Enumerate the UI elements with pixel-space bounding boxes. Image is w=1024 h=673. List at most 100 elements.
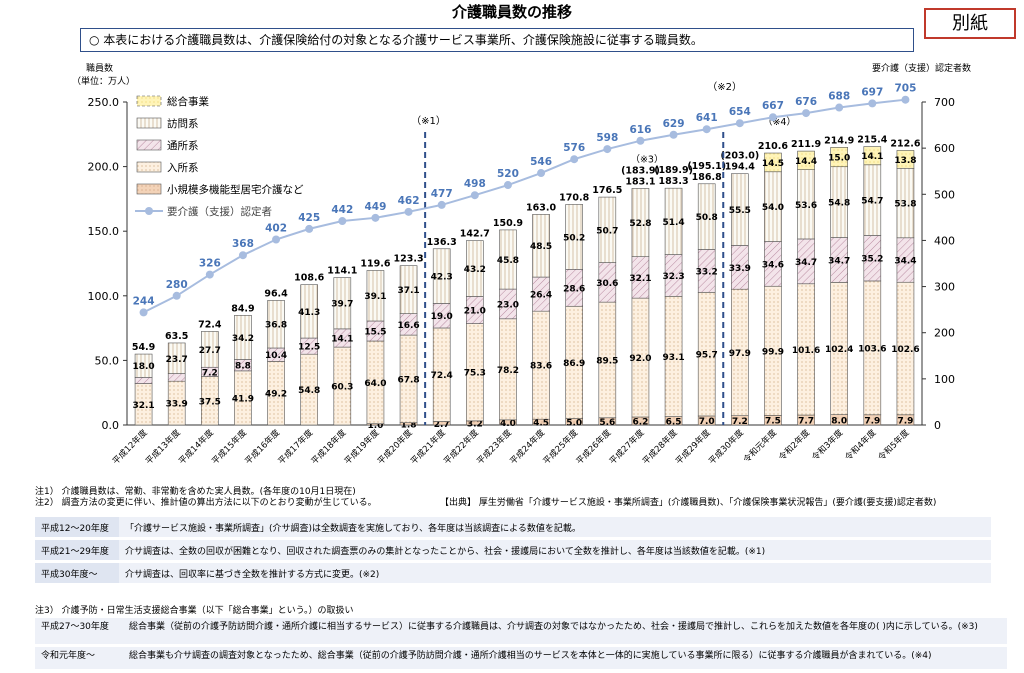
annotation-note3: （※3） bbox=[630, 153, 663, 165]
bar-total-label: 214.9 bbox=[824, 135, 854, 146]
segment-value-label: 102.6 bbox=[891, 345, 919, 355]
bar-segment bbox=[201, 331, 219, 368]
segment-value-label: 14.5 bbox=[762, 159, 784, 169]
bar-segment bbox=[300, 284, 318, 339]
description-cell: 総合事業も介サ調査の調査対象となったため、総合事業（従前の介護予防訪問介護・通所… bbox=[129, 651, 932, 661]
legend-swatch bbox=[136, 161, 162, 173]
bar-total-label: 170.8 bbox=[559, 192, 589, 203]
bar-total-label: 123.3 bbox=[394, 254, 424, 265]
x-tick-label: 平成30年度 bbox=[706, 427, 746, 467]
y-axis-unit: （単位：万人） bbox=[72, 75, 135, 87]
bar-segment bbox=[863, 146, 882, 166]
footnote-1: 注1） 介護職員数は、常勤、非常勤を含めた実人員数。(各年度の10月1日現在) bbox=[35, 487, 356, 497]
line-point-label: 598 bbox=[596, 132, 618, 144]
bar-total-label: 54.9 bbox=[132, 342, 155, 353]
line-point bbox=[802, 109, 811, 118]
description-cell: 介サ調査は、全数の回収が困難となり、回収された調査票のみの集計となったことから、… bbox=[119, 540, 991, 560]
segment-value-label: 27.7 bbox=[199, 346, 221, 356]
bar-segment bbox=[234, 315, 252, 360]
table-row: 平成12～20年度 「介護サービス施設・事業所調査」(介サ調査)は全数調査を実施… bbox=[35, 517, 991, 537]
segment-value-label: 8.0 bbox=[831, 416, 847, 426]
bar-total-label: 212.6 bbox=[890, 138, 920, 149]
line-point-label: 676 bbox=[795, 96, 817, 108]
line-point bbox=[338, 217, 347, 226]
segment-value-label: 4.5 bbox=[533, 419, 549, 429]
bar-segment bbox=[399, 265, 418, 314]
y2-tick-label: 300 bbox=[934, 281, 955, 294]
legend-label: 総合事業 bbox=[167, 95, 209, 108]
annotation-note2: （※2） bbox=[707, 81, 742, 93]
segment-value-label: 86.9 bbox=[563, 359, 585, 369]
legend-swatch bbox=[136, 95, 162, 107]
note3-title: 注3） 介護予防・日常生活支援総合事業（以下「総合事業」という。）の取扱い bbox=[35, 606, 354, 616]
line-point bbox=[868, 99, 877, 108]
line-point-label: 326 bbox=[199, 258, 221, 270]
line-point bbox=[835, 103, 844, 112]
bar-paren-total-label: (203.0) bbox=[720, 151, 759, 162]
segment-value-label: 6.2 bbox=[632, 417, 648, 427]
segment-value-label: 37.5 bbox=[199, 397, 221, 407]
y-tick-label: 100.0 bbox=[88, 290, 120, 303]
segment-value-label: 89.5 bbox=[596, 356, 618, 366]
line-point-label: 449 bbox=[364, 201, 386, 213]
bar-total-label: 96.4 bbox=[264, 288, 288, 299]
bar-segment bbox=[664, 187, 683, 255]
line-point-label: 705 bbox=[894, 83, 916, 95]
segment-value-label: 32.3 bbox=[662, 272, 684, 282]
segment-value-label: 95.7 bbox=[696, 351, 718, 361]
segment-value-label: 54.8 bbox=[298, 386, 320, 396]
segment-value-label: 4.0 bbox=[500, 419, 516, 429]
bar-total-label: 194.4 bbox=[725, 162, 755, 173]
bar-total-label: 114.1 bbox=[327, 266, 357, 277]
segment-value-label: 7.9 bbox=[864, 416, 880, 426]
segment-value-label: 7.2 bbox=[202, 368, 218, 378]
segment-value-label: 32.1 bbox=[132, 401, 154, 411]
period-cell: 令和元年度～ bbox=[41, 651, 96, 661]
legend-label: 訪問系 bbox=[167, 117, 199, 130]
bar-segment bbox=[167, 373, 186, 382]
segment-value-label: 15.0 bbox=[828, 154, 850, 164]
line-point-label: 244 bbox=[133, 295, 155, 307]
stacked-bar-chart: 0.0 50.0 100.0 150.0 200.0 250.0 0 100 200 300 400… bbox=[72, 62, 971, 467]
segment-value-label: 26.4 bbox=[530, 291, 552, 301]
line-point bbox=[238, 251, 247, 260]
page-title: 介護職員数の推移 bbox=[451, 3, 572, 21]
bar-segment bbox=[366, 270, 385, 322]
segment-value-label: 52.8 bbox=[629, 219, 651, 229]
bar-total-label: 84.9 bbox=[231, 303, 254, 314]
segment-value-label: 42.3 bbox=[431, 273, 453, 283]
segment-value-label: 10.4 bbox=[265, 351, 287, 361]
line-point-label: 498 bbox=[464, 178, 486, 190]
segment-value-label: 30.6 bbox=[596, 279, 618, 289]
line-point-label: 688 bbox=[828, 91, 850, 103]
line-point bbox=[404, 207, 413, 216]
line-series-certified bbox=[143, 98, 906, 314]
segment-value-label: 54.8 bbox=[828, 199, 850, 209]
segment-value-label: 23.7 bbox=[166, 355, 188, 365]
bar-total-label: 119.6 bbox=[360, 258, 390, 269]
segment-value-label: 55.5 bbox=[729, 206, 751, 216]
legend-swatch bbox=[136, 139, 162, 151]
bar-total-label: 176.5 bbox=[592, 185, 622, 196]
bar-total-label: 72.4 bbox=[198, 319, 222, 330]
chart-area: 0.0 50.0 100.0 150.0 200.0 250.0 0 100 200 300 400… bbox=[0, 60, 1024, 484]
bar-segment bbox=[432, 248, 451, 304]
line-point-label: 477 bbox=[431, 188, 453, 200]
legend-label: 小規模多機能型居宅介護など bbox=[167, 183, 304, 196]
bar-total-label: 186.8 bbox=[692, 172, 722, 183]
segment-value-label: 5.0 bbox=[566, 418, 582, 428]
segment-value-label: 35.2 bbox=[861, 255, 883, 265]
line-point bbox=[603, 145, 612, 154]
segment-value-label: 33.9 bbox=[729, 264, 751, 274]
bar-segment bbox=[764, 152, 782, 173]
segment-value-label: 83.6 bbox=[530, 362, 552, 372]
bar-total-label: 210.6 bbox=[758, 141, 788, 152]
x-tick-label: 令和2年度 bbox=[777, 427, 813, 463]
description-cell: 介サ調査は、回収率に基づき全数を推計する方式に変更。(※2) bbox=[119, 563, 991, 583]
description-cell: 「介護サービス施設・事業所調査」(介サ調査)は全数調査を実施しており、各年度は当… bbox=[119, 517, 991, 537]
bar-total-label: 150.9 bbox=[493, 218, 523, 229]
segment-value-label: 19.0 bbox=[431, 312, 453, 322]
segment-value-label: 21.0 bbox=[464, 307, 486, 317]
bar-segment bbox=[532, 214, 550, 278]
line-point bbox=[537, 169, 546, 178]
